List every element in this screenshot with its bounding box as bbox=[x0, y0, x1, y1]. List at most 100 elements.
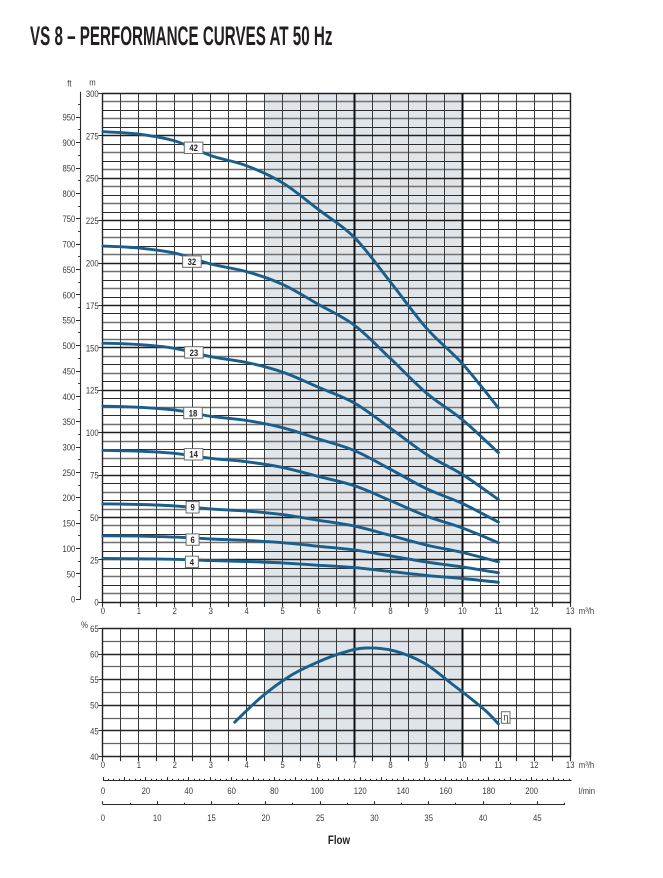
svg-text:60: 60 bbox=[227, 785, 236, 796]
svg-text:11: 11 bbox=[494, 759, 502, 770]
svg-text:400: 400 bbox=[62, 391, 75, 402]
svg-text:200: 200 bbox=[62, 492, 75, 503]
svg-text:m³/h: m³/h bbox=[579, 759, 594, 770]
svg-text:50: 50 bbox=[90, 700, 99, 711]
svg-text:160: 160 bbox=[439, 785, 452, 796]
svg-text:6: 6 bbox=[316, 759, 320, 770]
svg-text:100: 100 bbox=[86, 427, 99, 438]
svg-text:125: 125 bbox=[86, 385, 99, 396]
svg-text:23: 23 bbox=[190, 347, 199, 358]
svg-text:800: 800 bbox=[62, 188, 75, 199]
svg-text:65: 65 bbox=[90, 623, 99, 634]
svg-text:45: 45 bbox=[533, 812, 542, 823]
svg-text:2: 2 bbox=[173, 759, 177, 770]
svg-text:ft: ft bbox=[67, 78, 72, 89]
svg-text:3: 3 bbox=[209, 605, 213, 616]
svg-text:180: 180 bbox=[482, 785, 495, 796]
svg-text:11: 11 bbox=[494, 605, 502, 616]
svg-text:18: 18 bbox=[189, 408, 198, 419]
svg-text:m: m bbox=[89, 77, 95, 88]
svg-text:200: 200 bbox=[525, 785, 538, 796]
svg-text:650: 650 bbox=[62, 264, 75, 275]
svg-text:5: 5 bbox=[280, 759, 284, 770]
svg-text:6: 6 bbox=[190, 534, 194, 545]
svg-text:5: 5 bbox=[280, 605, 284, 616]
svg-text:55: 55 bbox=[90, 674, 99, 685]
svg-text:100: 100 bbox=[62, 543, 75, 554]
svg-text:100: 100 bbox=[311, 785, 324, 796]
svg-text:15: 15 bbox=[207, 812, 216, 823]
svg-text:850: 850 bbox=[62, 163, 75, 174]
svg-text:225: 225 bbox=[86, 215, 99, 226]
svg-text:42: 42 bbox=[189, 142, 198, 153]
svg-text:4: 4 bbox=[245, 759, 249, 770]
svg-text:0: 0 bbox=[71, 594, 75, 605]
svg-text:900: 900 bbox=[62, 137, 75, 148]
svg-text:40: 40 bbox=[90, 751, 99, 762]
svg-text:250: 250 bbox=[62, 467, 75, 478]
svg-text:0: 0 bbox=[94, 597, 98, 608]
svg-text:80: 80 bbox=[270, 785, 279, 796]
svg-text:140: 140 bbox=[397, 785, 410, 796]
svg-text:4: 4 bbox=[190, 556, 194, 567]
svg-text:550: 550 bbox=[62, 315, 75, 326]
svg-text:300: 300 bbox=[86, 88, 99, 99]
svg-text:950: 950 bbox=[62, 112, 75, 123]
svg-text:8: 8 bbox=[388, 759, 392, 770]
svg-text:7: 7 bbox=[352, 759, 356, 770]
svg-text:%: % bbox=[81, 619, 88, 630]
svg-text:40: 40 bbox=[184, 785, 193, 796]
svg-text:500: 500 bbox=[62, 340, 75, 351]
svg-text:4: 4 bbox=[245, 605, 249, 616]
svg-text:0: 0 bbox=[101, 605, 105, 616]
svg-text:20: 20 bbox=[262, 812, 271, 823]
svg-text:10: 10 bbox=[458, 759, 467, 770]
svg-text:0: 0 bbox=[101, 759, 105, 770]
svg-text:0: 0 bbox=[101, 785, 105, 796]
svg-text:120: 120 bbox=[354, 785, 367, 796]
svg-text:50: 50 bbox=[90, 512, 99, 523]
svg-text:η: η bbox=[503, 711, 509, 724]
svg-text:35: 35 bbox=[424, 812, 433, 823]
svg-text:700: 700 bbox=[62, 239, 75, 250]
svg-text:150: 150 bbox=[62, 518, 75, 529]
svg-text:750: 750 bbox=[62, 213, 75, 224]
svg-text:l/min: l/min bbox=[579, 785, 595, 796]
svg-text:1: 1 bbox=[137, 759, 141, 770]
svg-text:Flow: Flow bbox=[328, 834, 351, 847]
svg-text:175: 175 bbox=[86, 300, 99, 311]
svg-text:25: 25 bbox=[316, 812, 325, 823]
svg-text:12: 12 bbox=[530, 759, 539, 770]
svg-text:0: 0 bbox=[101, 812, 105, 823]
svg-text:25: 25 bbox=[90, 554, 99, 565]
svg-text:40: 40 bbox=[479, 812, 488, 823]
svg-text:32: 32 bbox=[188, 256, 197, 267]
svg-text:250: 250 bbox=[86, 173, 99, 184]
svg-text:8: 8 bbox=[388, 605, 392, 616]
svg-text:30: 30 bbox=[370, 812, 379, 823]
svg-text:600: 600 bbox=[62, 289, 75, 300]
svg-text:150: 150 bbox=[86, 342, 99, 353]
svg-text:2: 2 bbox=[173, 605, 177, 616]
svg-text:14: 14 bbox=[189, 449, 198, 460]
svg-text:200: 200 bbox=[86, 258, 99, 269]
svg-text:75: 75 bbox=[90, 470, 99, 481]
svg-text:7: 7 bbox=[352, 605, 356, 616]
svg-text:13: 13 bbox=[566, 759, 575, 770]
svg-text:20: 20 bbox=[142, 785, 151, 796]
svg-text:9: 9 bbox=[424, 759, 428, 770]
svg-text:m³/h: m³/h bbox=[579, 605, 594, 616]
svg-text:9: 9 bbox=[424, 605, 428, 616]
svg-text:350: 350 bbox=[62, 416, 75, 427]
svg-text:6: 6 bbox=[316, 605, 320, 616]
svg-text:1: 1 bbox=[137, 605, 141, 616]
svg-text:13: 13 bbox=[566, 605, 575, 616]
svg-text:10: 10 bbox=[153, 812, 162, 823]
svg-text:10: 10 bbox=[458, 605, 467, 616]
svg-text:60: 60 bbox=[90, 649, 99, 660]
svg-text:9: 9 bbox=[190, 502, 194, 513]
svg-text:3: 3 bbox=[209, 759, 213, 770]
svg-text:50: 50 bbox=[67, 569, 76, 580]
svg-text:450: 450 bbox=[62, 366, 75, 377]
svg-text:300: 300 bbox=[62, 442, 75, 453]
